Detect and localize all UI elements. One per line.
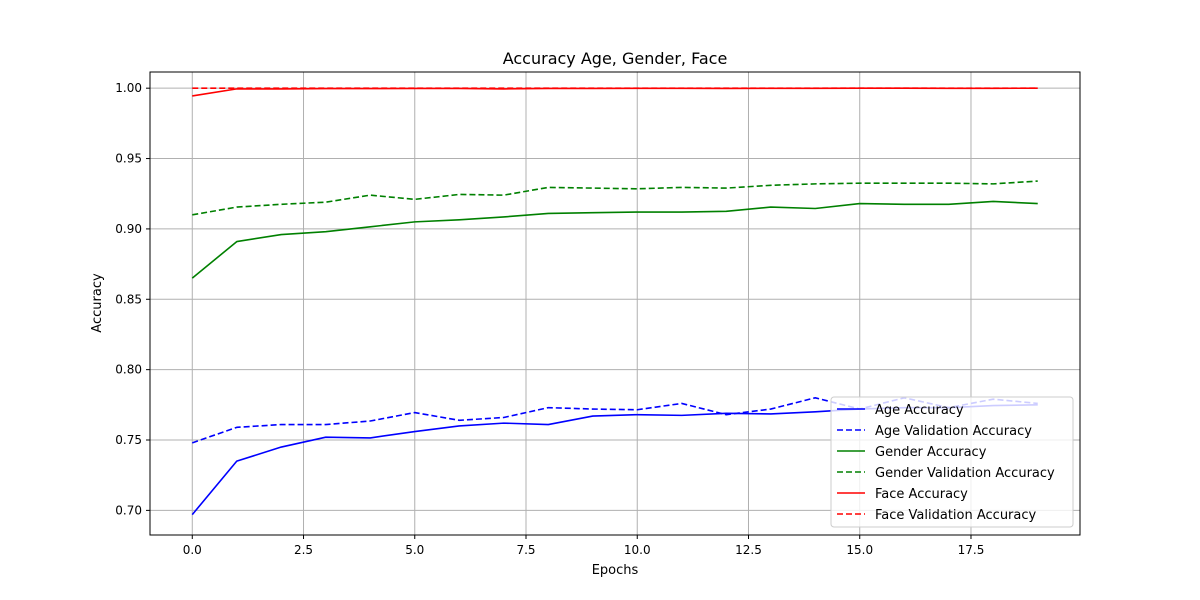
legend: Age Accuracy Age Validation Accuracy Gende… [830, 396, 1074, 528]
plot-frame [149, 71, 1081, 536]
y-tick-label: 0.70 [115, 503, 142, 517]
y-axis-label: Accuracy [90, 273, 105, 333]
gender-accuracy-line [191, 200, 1038, 279]
y-tick-label: 0.95 [115, 152, 142, 166]
y-tick-label: 0.80 [115, 363, 142, 377]
legend-label: Age Accuracy [875, 403, 964, 418]
x-tick-label: 5.0 [405, 543, 424, 557]
legend-label: Face Validation Accuracy [875, 508, 1037, 523]
x-tick-label: 10.0 [624, 543, 651, 557]
x-tick-label: 2.5 [294, 543, 313, 557]
chart-title: Accuracy Age, Gender, Face [503, 49, 728, 68]
axis-ticks: 0.0 2.5 5.0 7.5 10.0 12.5 15.0 17.5 0.70 0.75 0.80… [115, 81, 984, 557]
y-tick-label: 0.75 [115, 433, 142, 447]
y-tick-label: 0.90 [115, 222, 142, 236]
x-axis-label: Epochs [592, 563, 639, 578]
x-tick-label: 12.5 [735, 543, 762, 557]
gender-validation-accuracy-line [192, 180, 1038, 216]
x-tick-label: 15.0 [846, 543, 873, 557]
y-tick-label: 0.85 [115, 292, 142, 306]
x-tick-label: 17.5 [958, 543, 985, 557]
legend-box [830, 396, 1074, 528]
legend-label: Face Accuracy [875, 487, 968, 502]
x-tick-label: 7.5 [516, 543, 535, 557]
y-tick-label: 1.00 [115, 81, 142, 95]
legend-label: Gender Accuracy [875, 445, 987, 460]
legend-label: Age Validation Accuracy [875, 424, 1032, 439]
legend-label: Gender Validation Accuracy [875, 466, 1055, 481]
x-tick-label: 0.0 [183, 543, 202, 557]
